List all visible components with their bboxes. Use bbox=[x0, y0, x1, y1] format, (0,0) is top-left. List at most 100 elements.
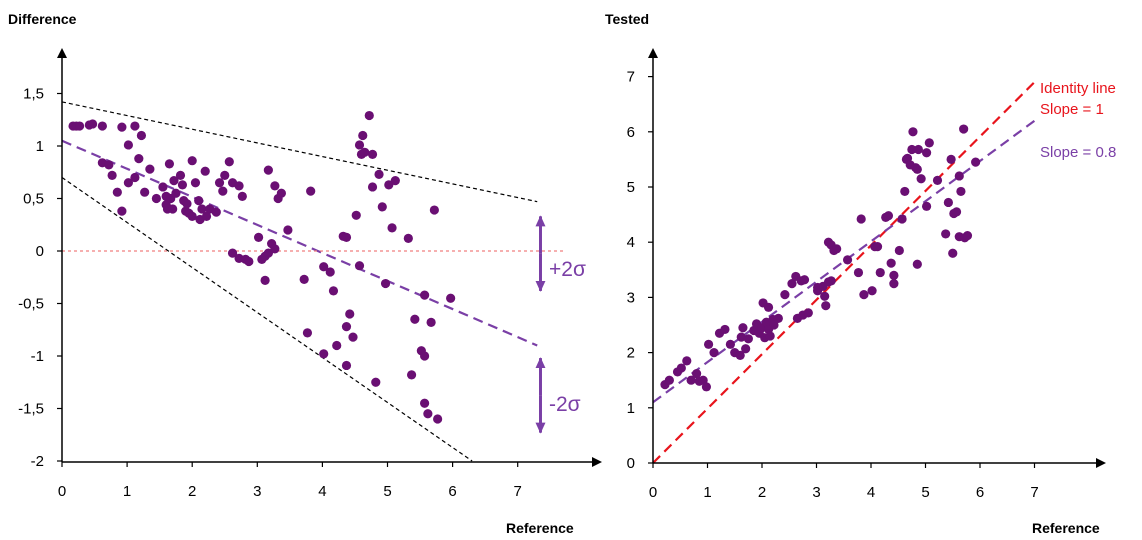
data-point bbox=[743, 334, 753, 344]
data-point bbox=[224, 157, 234, 167]
data-point bbox=[701, 382, 712, 392]
data-point bbox=[270, 244, 280, 254]
data-point bbox=[306, 186, 316, 196]
data-point bbox=[151, 193, 161, 204]
data-point bbox=[107, 170, 117, 180]
regression-line bbox=[61, 139, 538, 347]
data-point bbox=[117, 206, 127, 216]
data-point bbox=[921, 201, 932, 211]
data-point bbox=[328, 286, 339, 296]
data-point bbox=[763, 302, 774, 312]
data-point bbox=[74, 121, 85, 131]
data-point bbox=[214, 178, 225, 188]
data-point bbox=[380, 278, 391, 289]
data-point bbox=[187, 156, 197, 166]
data-point bbox=[913, 144, 924, 155]
data-point bbox=[709, 348, 719, 358]
data-point bbox=[260, 275, 270, 285]
data-point bbox=[826, 276, 836, 286]
data-point bbox=[812, 282, 823, 293]
left-reference-axis-title: Reference bbox=[506, 520, 574, 535]
data-point bbox=[916, 174, 926, 184]
data-point bbox=[853, 267, 864, 278]
legend-slope-0-8: Slope = 0.8 bbox=[1040, 144, 1116, 161]
data-point bbox=[951, 207, 962, 217]
data-point bbox=[387, 223, 397, 233]
data-point bbox=[403, 233, 413, 243]
tested-legend: Identity line Slope = 1 Slope = 0.8 bbox=[1040, 80, 1116, 161]
data-point bbox=[136, 130, 147, 141]
difference-axes bbox=[57, 48, 602, 467]
y-tick-label: -0,5 bbox=[18, 296, 44, 313]
data-point bbox=[177, 180, 188, 190]
data-point bbox=[664, 375, 674, 385]
data-point bbox=[867, 286, 877, 296]
data-point bbox=[682, 356, 692, 366]
difference-reference-lines bbox=[61, 101, 564, 462]
data-point bbox=[283, 225, 293, 235]
data-point bbox=[263, 165, 273, 175]
data-point bbox=[943, 197, 953, 208]
data-point bbox=[358, 130, 368, 141]
difference-chart: Difference Reference -2 -1,5 -1 -0,5 0 0,5 1 1,… bbox=[8, 11, 602, 536]
data-point bbox=[676, 363, 686, 373]
x-tick-label: 5 bbox=[921, 484, 929, 501]
identity-line bbox=[652, 81, 1036, 464]
difference-tick-labels: -2 -1,5 -1 -0,5 0 0,5 1 1,5 0 1 2 3 4 5 6 7 bbox=[18, 86, 522, 501]
data-point bbox=[130, 121, 140, 131]
data-point bbox=[319, 349, 329, 359]
data-point bbox=[97, 121, 107, 131]
data-point bbox=[769, 320, 779, 330]
data-point bbox=[348, 332, 358, 342]
data-point bbox=[720, 324, 730, 335]
x-tick-label: 1 bbox=[123, 483, 131, 500]
data-point bbox=[211, 207, 221, 217]
data-point bbox=[254, 232, 264, 242]
x-tick-label: 3 bbox=[253, 483, 261, 500]
data-point bbox=[956, 186, 966, 197]
lower-envelope-line bbox=[61, 177, 473, 462]
data-point bbox=[889, 270, 899, 280]
plus-2-sigma-label: +2σ bbox=[549, 258, 586, 281]
data-point bbox=[175, 170, 186, 180]
data-point bbox=[145, 164, 155, 174]
upper-envelope-line bbox=[61, 101, 538, 203]
difference-axis-title: Difference bbox=[8, 11, 77, 27]
data-point bbox=[821, 301, 831, 311]
y-tick-label: 1 bbox=[36, 138, 44, 155]
data-point bbox=[140, 187, 150, 197]
y-tick-label: 0,5 bbox=[23, 191, 44, 208]
data-point bbox=[104, 160, 114, 170]
data-point bbox=[780, 290, 790, 300]
data-point bbox=[900, 186, 910, 197]
data-point bbox=[194, 196, 204, 206]
data-point bbox=[889, 279, 899, 289]
data-point bbox=[897, 214, 907, 224]
data-point bbox=[875, 267, 885, 278]
x-tick-label: 4 bbox=[318, 483, 326, 500]
data-point bbox=[924, 138, 934, 148]
data-point bbox=[168, 204, 178, 214]
data-point bbox=[190, 178, 201, 188]
tested-axis-title: Tested bbox=[605, 11, 649, 27]
data-point bbox=[429, 205, 439, 215]
tested-chart: Tested Reference 0 1 2 3 4 5 6 7 0 1 2 3 4 5 6 7 Identi… bbox=[605, 11, 1116, 536]
data-point bbox=[959, 124, 969, 134]
data-point bbox=[367, 182, 378, 192]
data-point bbox=[820, 291, 830, 301]
data-point bbox=[341, 360, 352, 371]
data-point bbox=[377, 202, 387, 212]
data-point bbox=[220, 170, 230, 180]
x-tick-label: 6 bbox=[976, 484, 984, 501]
y-tick-label: 4 bbox=[627, 234, 635, 251]
data-point bbox=[803, 308, 813, 318]
data-point bbox=[227, 248, 238, 258]
x-tick-label: 6 bbox=[448, 483, 456, 500]
data-point bbox=[738, 323, 748, 333]
data-point bbox=[423, 409, 433, 419]
y-tick-label: 7 bbox=[627, 69, 635, 86]
data-point bbox=[360, 147, 370, 157]
data-point bbox=[971, 157, 981, 167]
